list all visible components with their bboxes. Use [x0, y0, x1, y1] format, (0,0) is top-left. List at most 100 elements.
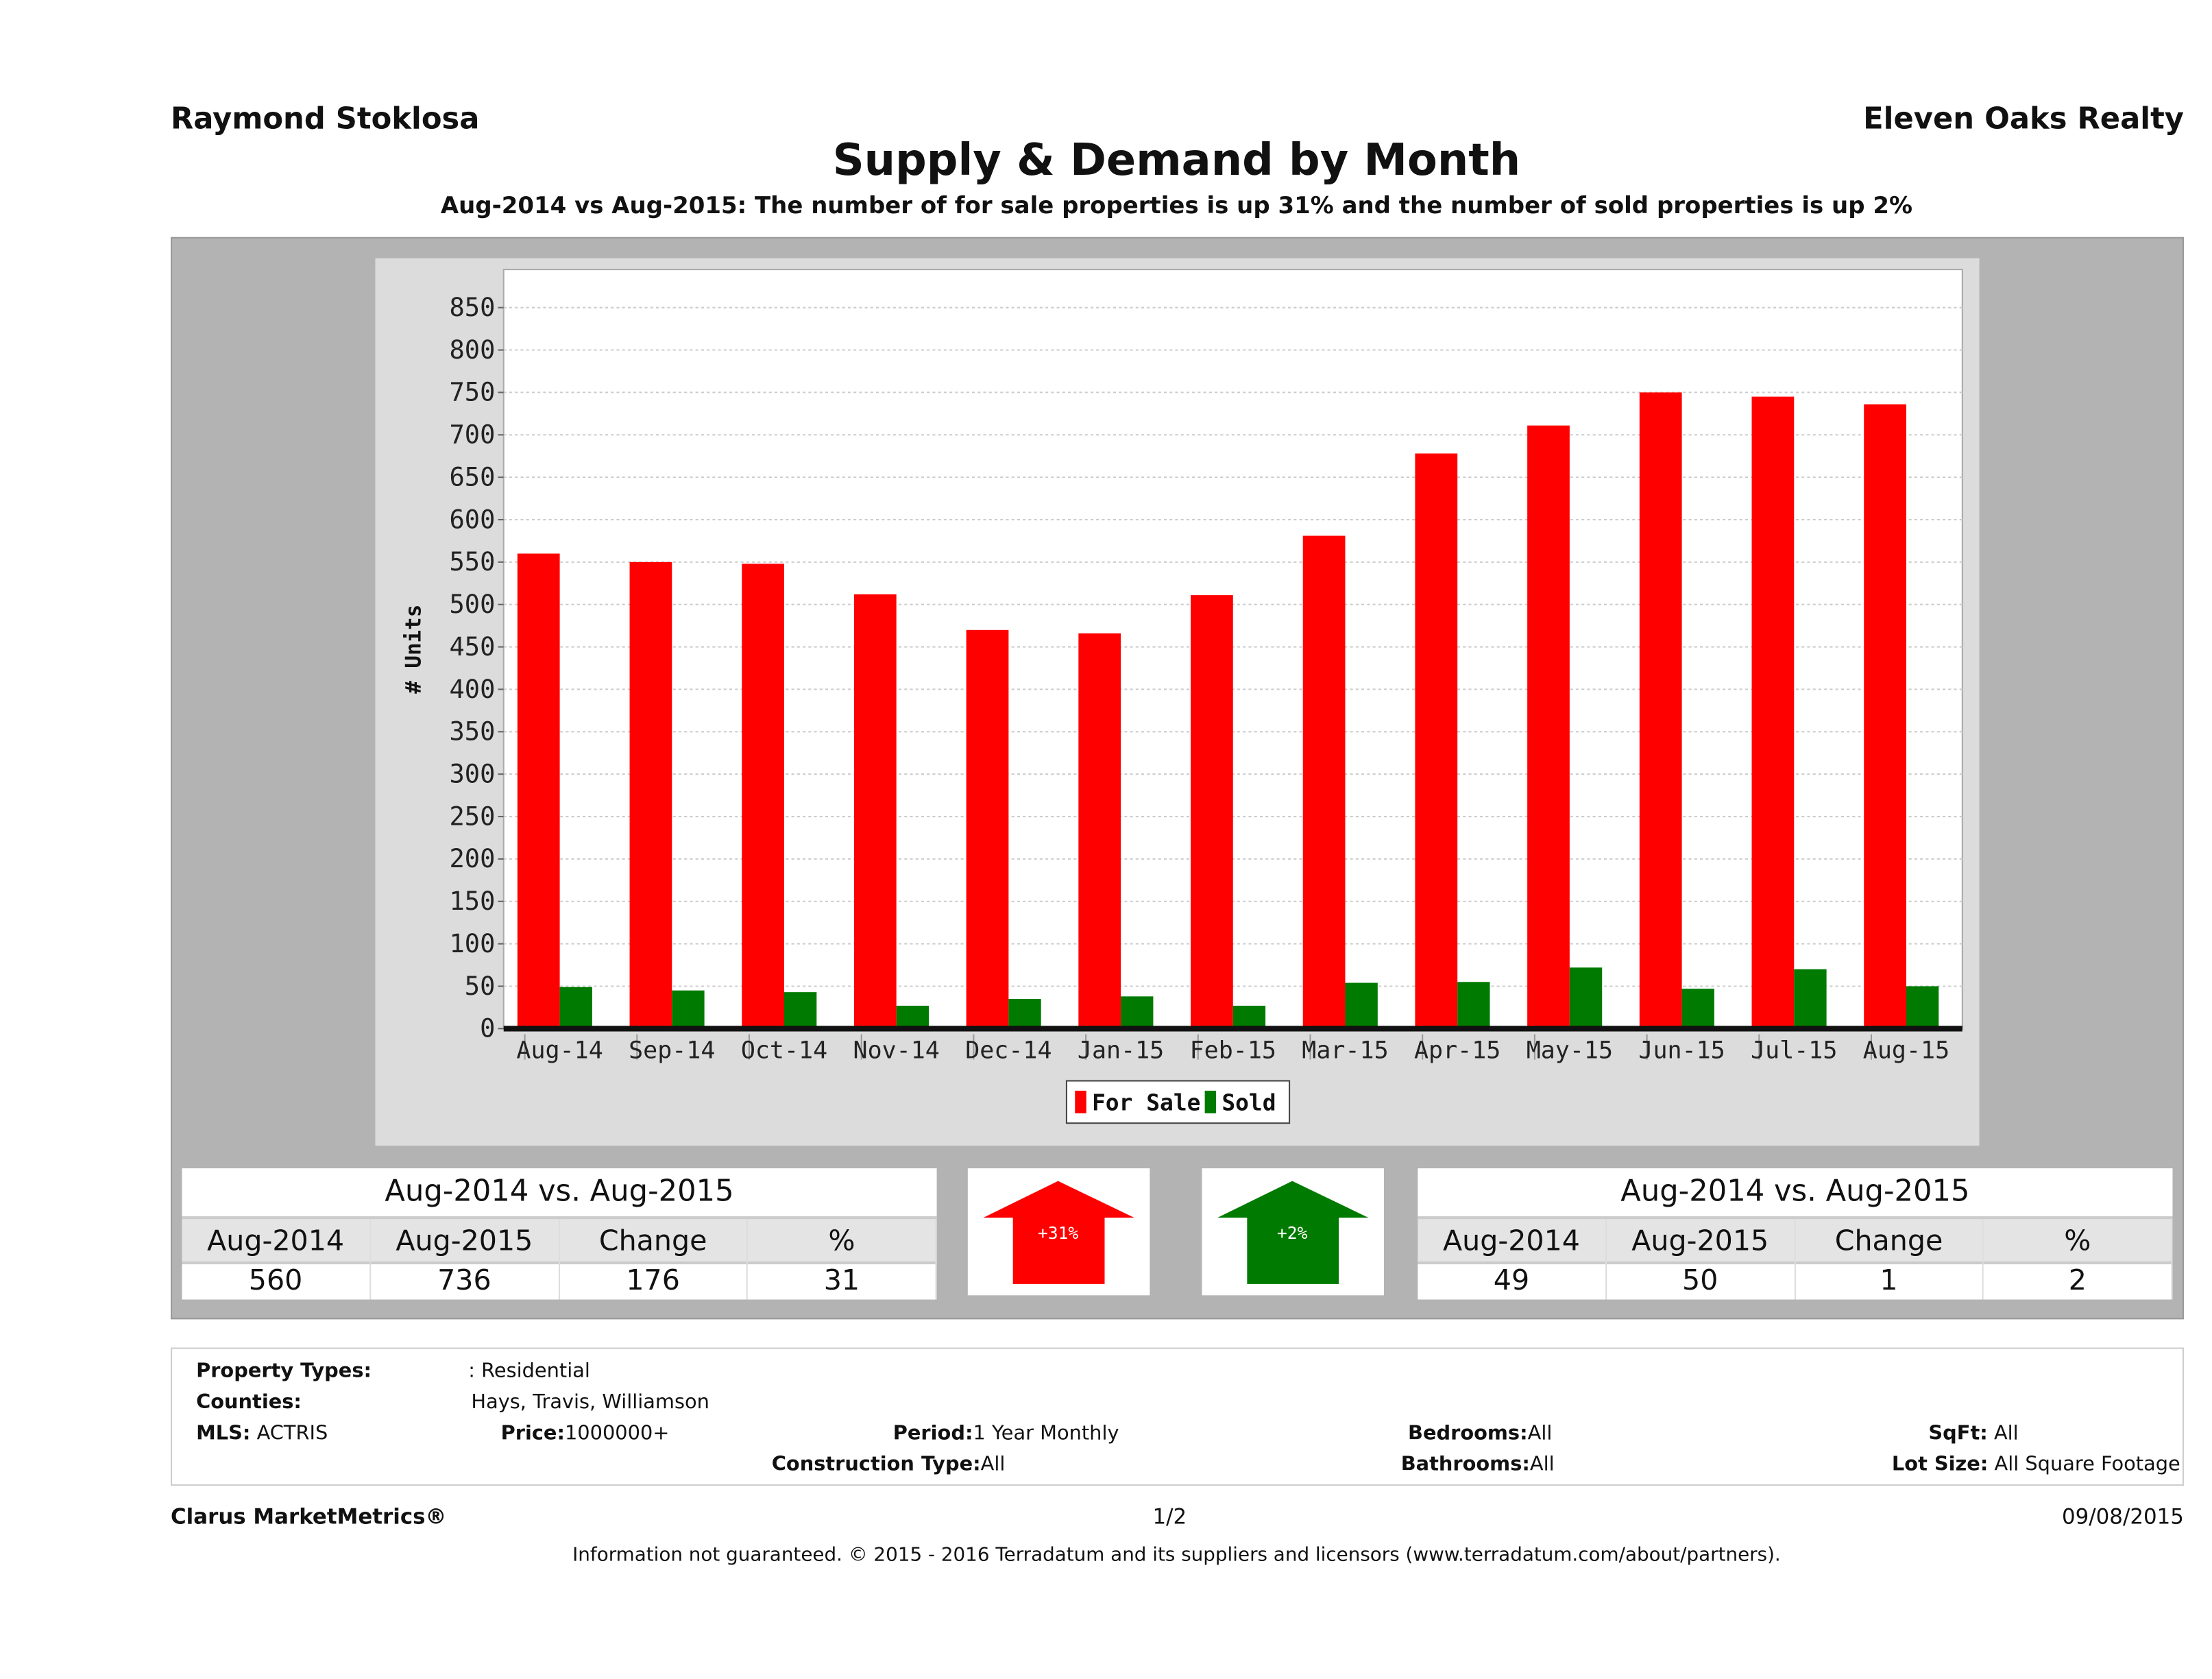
for-sale-comparison-table: Aug-2014 vs. Aug-2015 Aug-2014 Aug-2015 …	[182, 1168, 937, 1300]
table-cell: 176	[559, 1261, 749, 1300]
column-header: %	[1984, 1219, 2173, 1261]
column-header: Aug-2014	[182, 1219, 371, 1261]
x-tick-label: Aug-14	[516, 1037, 603, 1065]
for-sale-bar	[1639, 392, 1682, 1029]
table-title: Aug-2014 vs. Aug-2015	[1620, 1174, 1970, 1208]
report-date: 09/08/2015	[2061, 1503, 2184, 1530]
y-tick-label: 800	[450, 335, 496, 365]
mls-value: ACTRIS	[256, 1422, 328, 1445]
price-label: Price:	[500, 1422, 565, 1445]
y-tick-label: 350	[450, 717, 496, 747]
page-title: Supply & Demand by Month	[832, 135, 1521, 186]
construction-value: All	[980, 1453, 1006, 1476]
x-tick-label: Jan-15	[1078, 1037, 1164, 1065]
bedrooms-value: All	[1527, 1422, 1553, 1445]
sold-bar	[1232, 1005, 1266, 1029]
brand-name: Clarus MarketMetrics®	[171, 1503, 447, 1530]
for-sale-change-arrow: +31%	[967, 1168, 1150, 1296]
sold-bar	[559, 987, 592, 1029]
y-axis-title: # Units	[401, 605, 426, 694]
for-sale-bar	[1302, 535, 1346, 1029]
legend-label: Sold	[1222, 1089, 1276, 1116]
x-tick-label: Aug-15	[1863, 1037, 1949, 1065]
disclaimer: Information not guaranteed. © 2015 - 201…	[572, 1543, 1781, 1567]
column-header: Aug-2014	[1418, 1219, 1607, 1261]
arrow-label: +2%	[1277, 1223, 1308, 1243]
sold-bar	[1569, 967, 1603, 1029]
y-tick-label: 0	[480, 1014, 495, 1043]
page-subtitle: Aug-2014 vs Aug-2015: The number of for …	[440, 191, 1913, 219]
up-arrow-icon: +31%	[983, 1181, 1134, 1284]
y-tick-label: 850	[450, 293, 496, 322]
for-sale-bar	[1191, 595, 1233, 1029]
y-tick-label: 700	[450, 420, 496, 450]
property-types-value: : Residential	[468, 1360, 590, 1383]
table-cell: 31	[748, 1261, 937, 1300]
period-label: Period:	[892, 1422, 973, 1445]
y-tick-label: 100	[450, 929, 496, 958]
sold-bar	[783, 992, 817, 1029]
legend-swatch	[1204, 1090, 1217, 1113]
y-tick-label: 650	[450, 462, 496, 492]
table-cell: 736	[371, 1261, 560, 1300]
counties-label: Counties:	[196, 1391, 302, 1414]
y-tick-label: 400	[450, 675, 496, 704]
y-tick-label: 250	[450, 801, 496, 831]
bathrooms-value: All	[1529, 1453, 1555, 1476]
legend: For Sale Sold	[1065, 1080, 1291, 1124]
y-tick-label: 300	[450, 760, 496, 789]
y-tick-label: 150	[450, 886, 496, 916]
construction-label: Construction Type:	[771, 1453, 981, 1476]
arrow-label: +31%	[1038, 1223, 1079, 1243]
y-tick-label: 500	[450, 590, 496, 619]
x-tick-label: May-15	[1527, 1037, 1613, 1065]
agent-name: Raymond Stoklosa	[171, 101, 480, 136]
sold-bar	[1345, 982, 1378, 1029]
sold-bar	[672, 990, 705, 1029]
x-tick-label: Apr-15	[1414, 1037, 1500, 1065]
x-tick-label: Jun-15	[1638, 1037, 1725, 1065]
x-tick-label: Nov-14	[853, 1037, 940, 1065]
bathrooms-label: Bathrooms:	[1400, 1453, 1530, 1476]
y-tick-label: 600	[450, 505, 496, 534]
chart-container: 0 50 100 150 200 250 300 350 400 450 500 550 600 650 7…	[375, 258, 1980, 1146]
sold-comparison-table: Aug-2014 vs. Aug-2015 Aug-2014 Aug-2015 …	[1418, 1168, 2173, 1300]
x-tick-label: Feb-15	[1190, 1037, 1276, 1065]
y-tick-label: 750	[450, 378, 496, 407]
y-tick-label: 200	[450, 844, 496, 873]
sold-bar	[1681, 989, 1714, 1029]
x-tick-label: Jul-15	[1751, 1037, 1837, 1065]
y-tick-label: 450	[450, 632, 496, 662]
period-value: 1 Year Monthly	[973, 1422, 1119, 1445]
sold-bar	[1457, 982, 1490, 1029]
for-sale-bar	[1864, 404, 1906, 1029]
x-tick-label: Dec-14	[965, 1037, 1052, 1065]
column-header: Change	[559, 1219, 749, 1261]
x-tick-label: Oct-14	[741, 1037, 827, 1065]
for-sale-bar	[742, 564, 784, 1029]
bar-chart: 0 50 100 150 200 250 300 350 400 450 500 550 600 650 7…	[401, 269, 1963, 1124]
column-header: %	[748, 1219, 937, 1261]
column-header: Aug-2015	[371, 1219, 560, 1261]
column-header: Change	[1795, 1219, 1984, 1261]
mls-label: MLS:	[196, 1422, 251, 1445]
table-cell: 1	[1795, 1261, 1984, 1300]
sqft-value: All	[1993, 1422, 2019, 1445]
report-criteria: Property Types: : Residential Counties: …	[171, 1347, 2184, 1486]
sold-bar	[1906, 986, 1939, 1029]
price-value: 1000000+	[564, 1422, 670, 1445]
for-sale-bar	[1527, 425, 1570, 1029]
table-cell: 560	[182, 1261, 371, 1300]
bedrooms-label: Bedrooms:	[1407, 1422, 1528, 1445]
counties-value: Hays, Travis, Williamson	[471, 1391, 709, 1414]
for-sale-bar	[1751, 396, 1795, 1029]
x-tick-label: Sep-14	[629, 1037, 715, 1065]
sqft-label: SqFt:	[1928, 1422, 1988, 1445]
lot-size-value: All Square Footage	[1994, 1453, 2180, 1476]
legend-label: For Sale	[1092, 1089, 1201, 1116]
for-sale-bar	[1415, 453, 1458, 1029]
for-sale-bar	[966, 629, 1009, 1029]
table-cell: 49	[1418, 1261, 1607, 1300]
page-number: 1/2	[1152, 1503, 1187, 1530]
table-title: Aug-2014 vs. Aug-2015	[385, 1174, 734, 1208]
